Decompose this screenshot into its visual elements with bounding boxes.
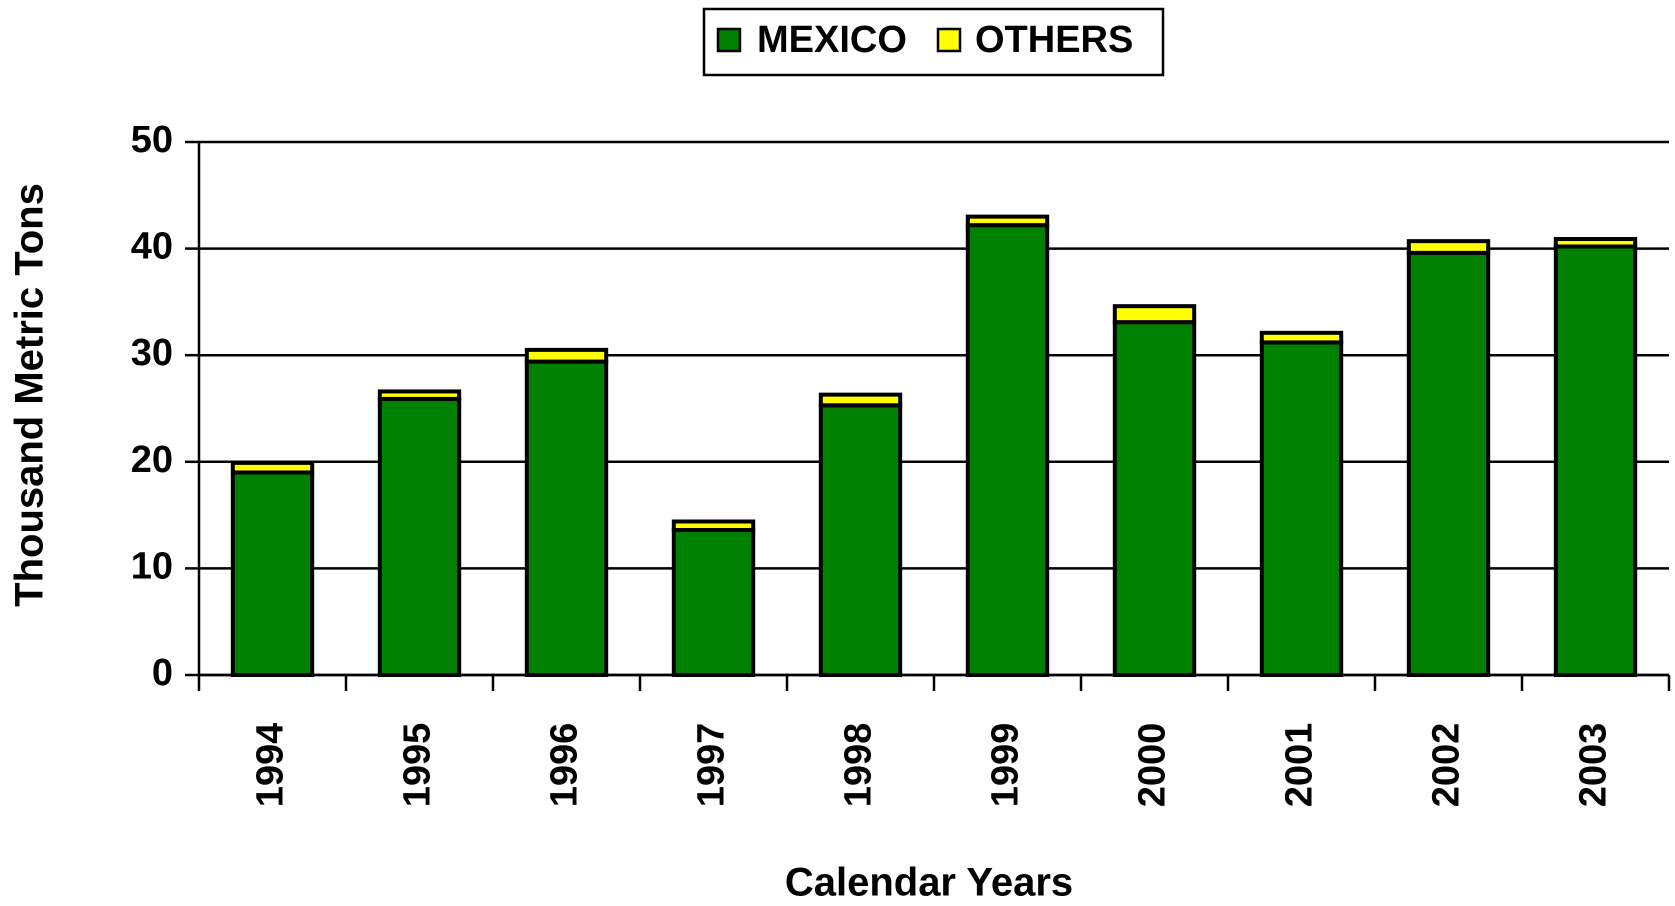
y-tick-label: 0	[152, 652, 173, 694]
bar-segment	[1259, 340, 1344, 677]
bar-segment	[230, 460, 315, 475]
bar-segment	[1406, 250, 1491, 677]
bar-segment	[1553, 237, 1638, 249]
bar-segment	[671, 528, 756, 677]
bar-segment	[671, 519, 756, 533]
bar-segment	[1259, 330, 1344, 345]
bar-segment	[1112, 320, 1197, 677]
bar-segment	[377, 389, 462, 401]
x-tick-label: 2000	[1132, 723, 1174, 808]
x-tick-label: 2003	[1573, 723, 1615, 808]
x-tick-label: 1995	[397, 723, 439, 808]
x-tick-label: 1994	[250, 723, 292, 808]
legend-label: MEXICO	[757, 19, 907, 61]
bar-segment	[1112, 304, 1197, 325]
legend-swatch	[936, 27, 962, 53]
bar-segment	[230, 470, 315, 677]
x-tick-label: 2001	[1279, 723, 1321, 808]
x-tick-label: 1996	[544, 723, 586, 808]
y-tick-label: 50	[131, 119, 173, 161]
y-axis-title: Thousand Metric Tons	[8, 183, 52, 607]
x-tick-label: 1999	[985, 723, 1027, 808]
legend-swatch	[716, 27, 742, 53]
x-tick-label: 1997	[691, 723, 733, 808]
x-axis-title: Calendar Years	[785, 861, 1073, 905]
bar-segment	[965, 223, 1050, 677]
bar-segment	[377, 396, 462, 677]
bar-segment	[1553, 244, 1638, 678]
bar-segment	[818, 403, 903, 677]
y-tick-label: 30	[131, 332, 173, 374]
bar-segment	[524, 347, 609, 364]
y-tick-label: 20	[131, 439, 173, 481]
x-tick-label: 1998	[838, 723, 880, 808]
y-tick-label: 10	[131, 545, 173, 587]
legend-box	[702, 7, 1165, 77]
legend-label: OTHERS	[975, 19, 1133, 61]
bar-segment	[818, 392, 903, 408]
bar-segment	[1406, 239, 1491, 255]
x-tick-label: 2002	[1426, 723, 1468, 808]
bar-segment	[965, 214, 1050, 228]
y-tick-label: 40	[131, 226, 173, 268]
bar-segment	[524, 359, 609, 677]
